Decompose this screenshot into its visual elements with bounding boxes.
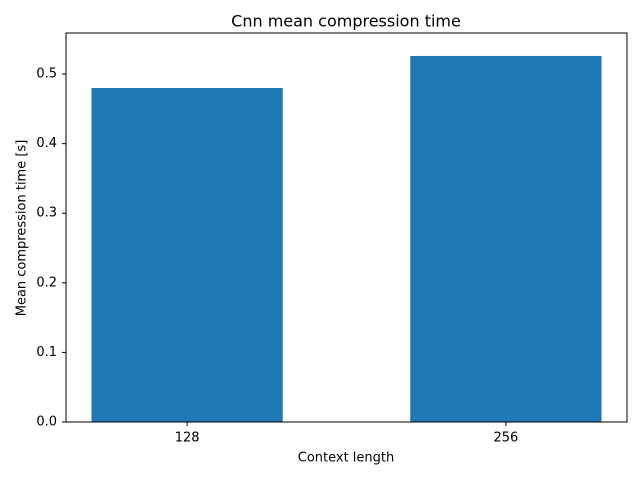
x-tick-label: 128 — [175, 431, 200, 446]
bar — [410, 55, 602, 422]
y-axis-label: Mean compression time [s] — [15, 140, 30, 317]
x-tick-label: 256 — [493, 431, 518, 446]
plot-area — [91, 55, 602, 423]
y-tick-label: 0.1 — [36, 345, 57, 360]
y-tick-label: 0.2 — [36, 275, 57, 290]
y-tick-label: 0.0 — [36, 415, 57, 430]
chart-title: Cnn mean compression time — [231, 12, 461, 31]
bar — [91, 87, 283, 423]
x-axis-label: Context length — [298, 451, 395, 466]
y-tick-label: 0.4 — [36, 136, 57, 151]
y-tick-label: 0.3 — [36, 206, 57, 221]
y-tick-label: 0.5 — [36, 67, 57, 82]
axes-frame — [65, 32, 628, 423]
